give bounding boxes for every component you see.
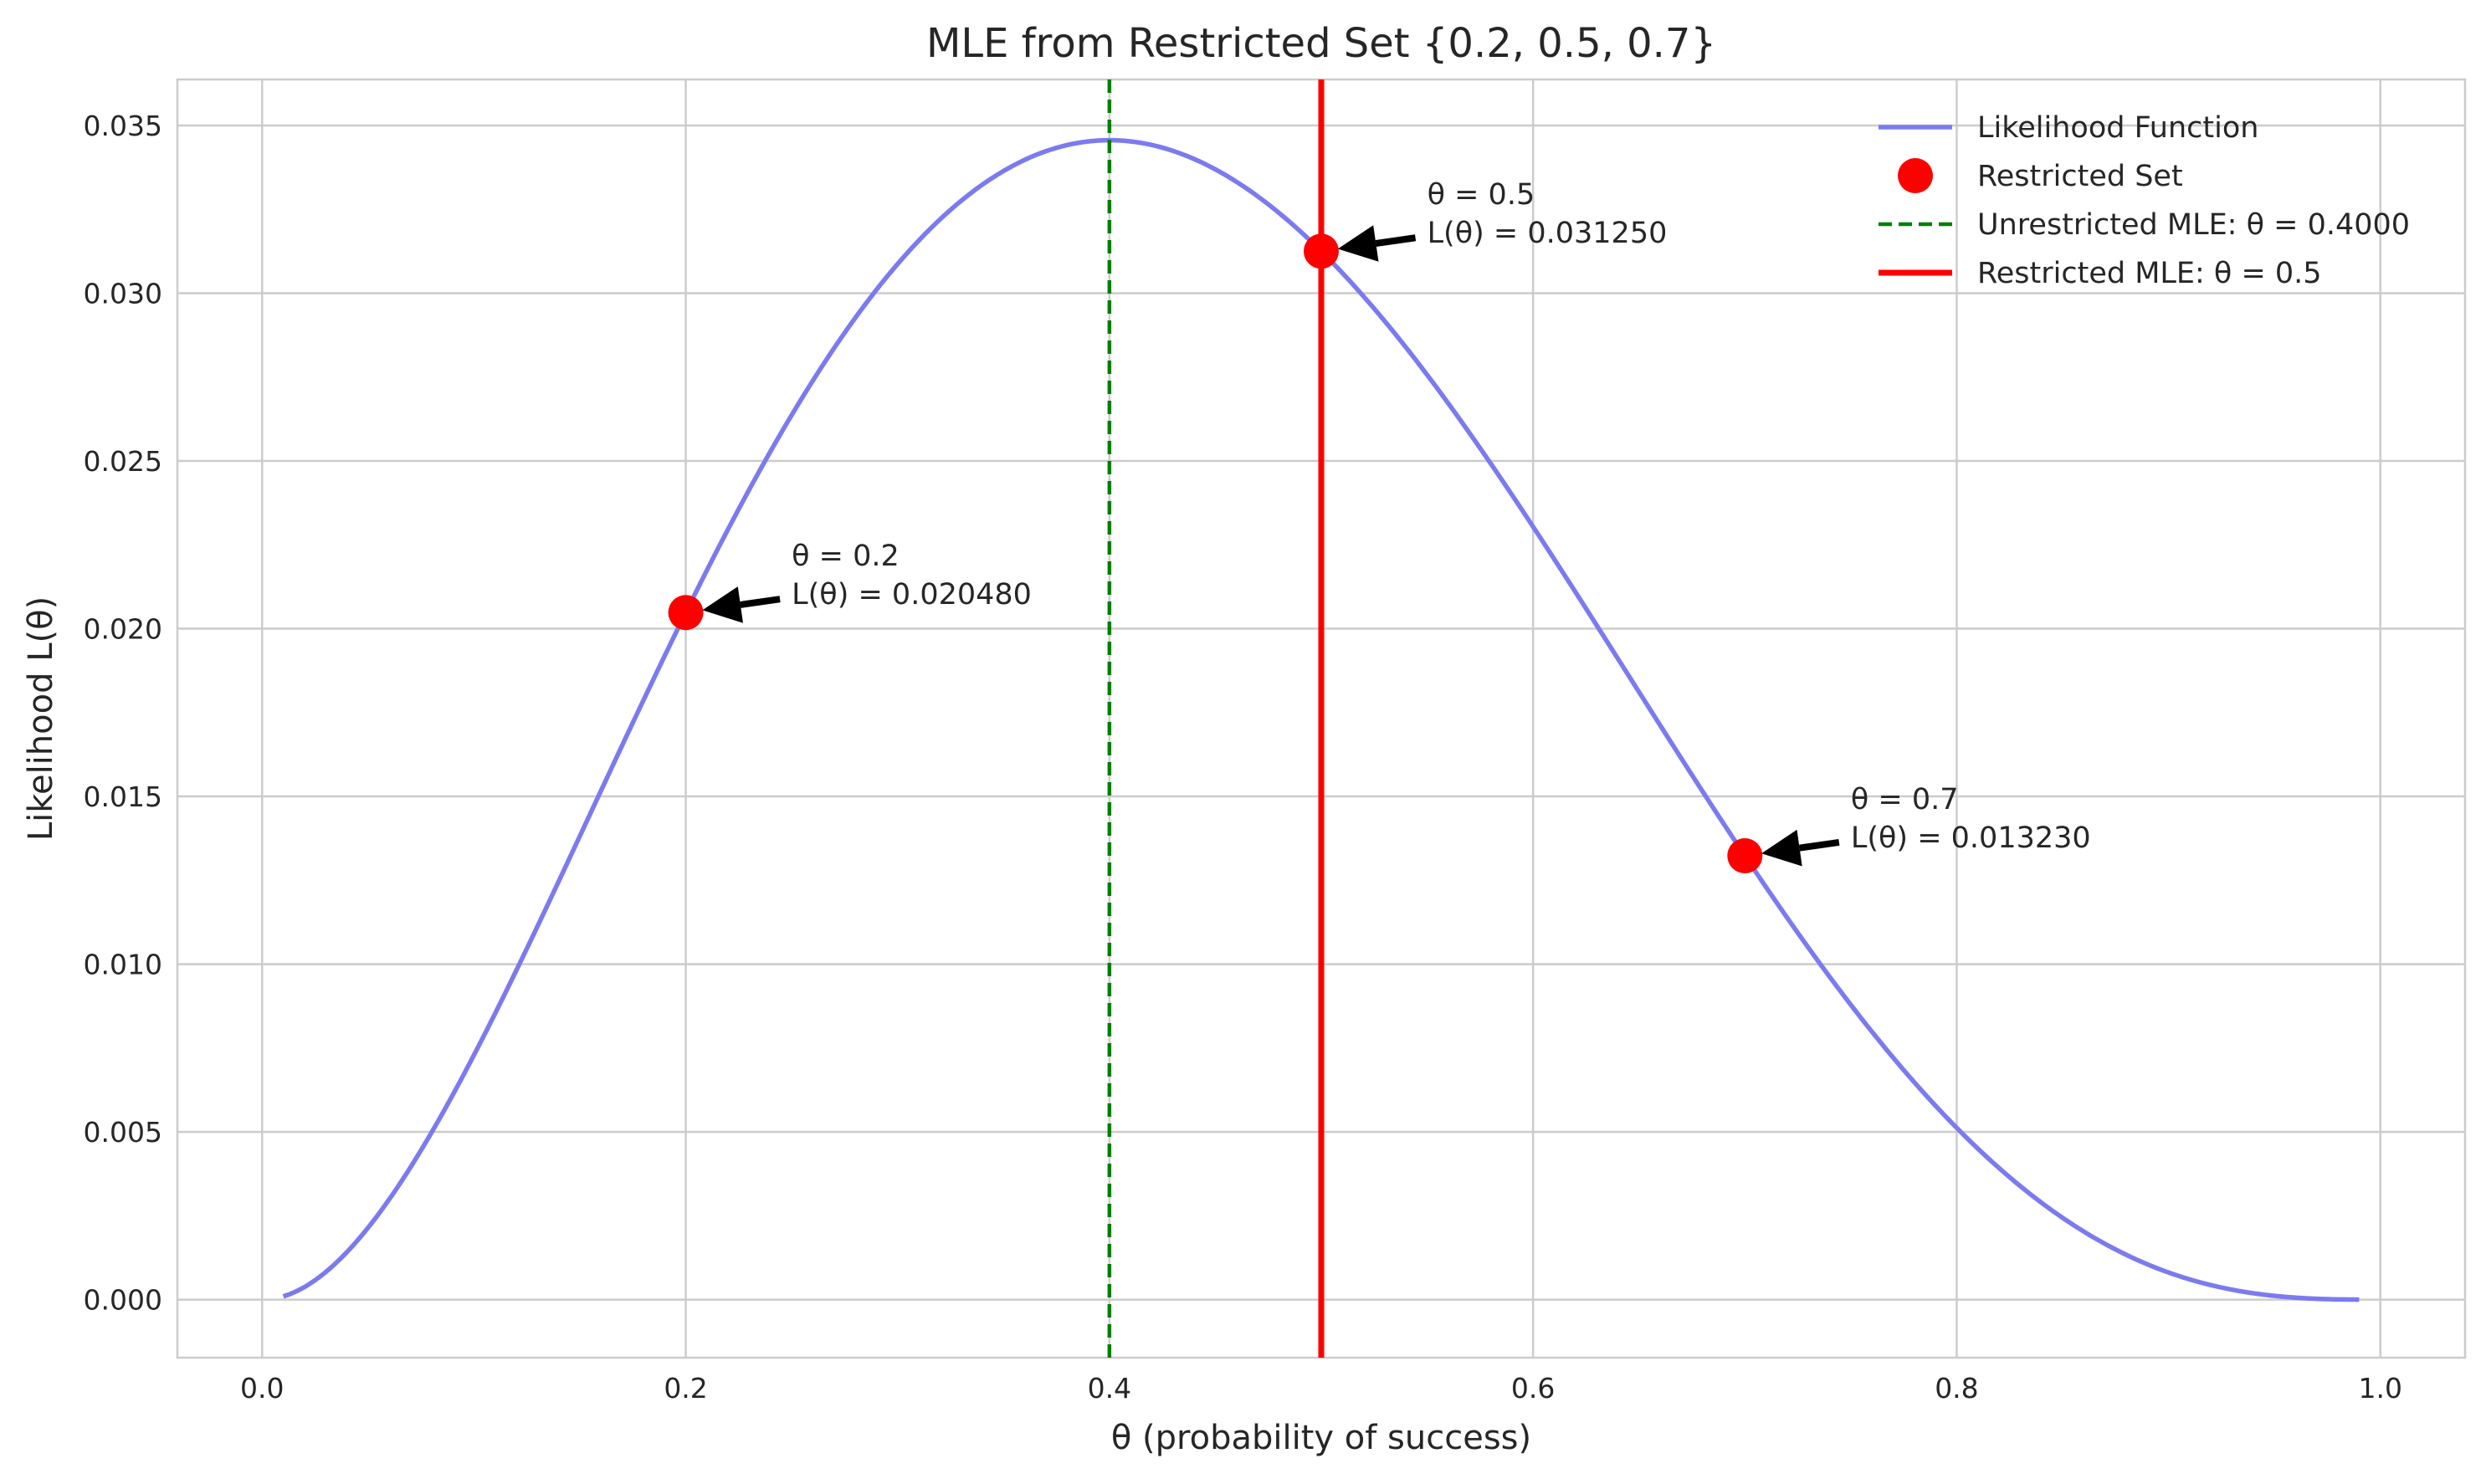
restricted-set-point bbox=[1727, 838, 1763, 874]
y-tick-label: 0.020 bbox=[84, 613, 162, 646]
legend-label: Restricted Set bbox=[1977, 160, 2183, 193]
x-tick-label: 1.0 bbox=[2358, 1372, 2401, 1405]
annotation-label: θ = 0.2 bbox=[792, 540, 900, 573]
chart-title: MLE from Restricted Set {0.2, 0.5, 0.7} bbox=[926, 20, 1716, 67]
annotations: θ = 0.2 L(θ) = 0.020480 θ = 0.5 L(θ) = 0.03… bbox=[702, 178, 2091, 867]
tick-labels: 0.0 0.2 0.4 0.6 0.8 1.0 0.000 0.005 0.010 0.015 0.… bbox=[84, 110, 2402, 1405]
y-tick-label: 0.035 bbox=[84, 110, 162, 142]
legend: Likelihood Function Restricted Set Unrestr… bbox=[1879, 111, 2410, 290]
annotation-arrow-shaft bbox=[740, 596, 781, 608]
annotation-arrow-head bbox=[1761, 829, 1802, 867]
legend-label: Likelihood Function bbox=[1977, 111, 2258, 145]
y-axis-label: Likelihood L(θ) bbox=[22, 596, 60, 841]
y-tick-label: 0.030 bbox=[84, 277, 162, 310]
y-tick-label: 0.000 bbox=[84, 1284, 162, 1317]
y-tick-label: 0.025 bbox=[84, 445, 162, 478]
x-axis-label: θ (probability of success) bbox=[1111, 1419, 1531, 1457]
legend-swatch-restricted-set bbox=[1898, 158, 1933, 193]
y-tick-label: 0.005 bbox=[84, 1116, 162, 1149]
annotation-label: θ = 0.5 bbox=[1428, 178, 1535, 212]
annotation-arrow-shaft bbox=[1375, 234, 1417, 247]
annotation-arrow-head bbox=[1337, 225, 1379, 262]
series bbox=[282, 79, 2360, 1358]
annotation-label: θ = 0.7 bbox=[1851, 783, 1959, 816]
x-tick-label: 0.2 bbox=[664, 1372, 707, 1405]
annotation-label: L(θ) = 0.031250 bbox=[1428, 217, 1668, 250]
x-tick-label: 0.8 bbox=[1935, 1372, 1978, 1405]
x-tick-label: 0.0 bbox=[240, 1372, 284, 1405]
annotation-arrow-head bbox=[702, 586, 743, 623]
annotation-arrow-shaft bbox=[1799, 838, 1840, 852]
legend-label: Unrestricted MLE: θ = 0.4000 bbox=[1977, 208, 2410, 242]
y-tick-label: 0.010 bbox=[84, 949, 162, 981]
x-tick-label: 0.6 bbox=[1511, 1372, 1555, 1405]
restricted-set-point bbox=[668, 595, 704, 631]
annotation-label: L(θ) = 0.020480 bbox=[792, 578, 1032, 612]
annotation-label: L(θ) = 0.013230 bbox=[1851, 821, 2091, 855]
x-tick-label: 0.4 bbox=[1088, 1372, 1131, 1405]
legend-label: Restricted MLE: θ = 0.5 bbox=[1977, 257, 2322, 290]
restricted-set-point bbox=[1304, 233, 1339, 269]
y-tick-label: 0.015 bbox=[84, 780, 162, 813]
